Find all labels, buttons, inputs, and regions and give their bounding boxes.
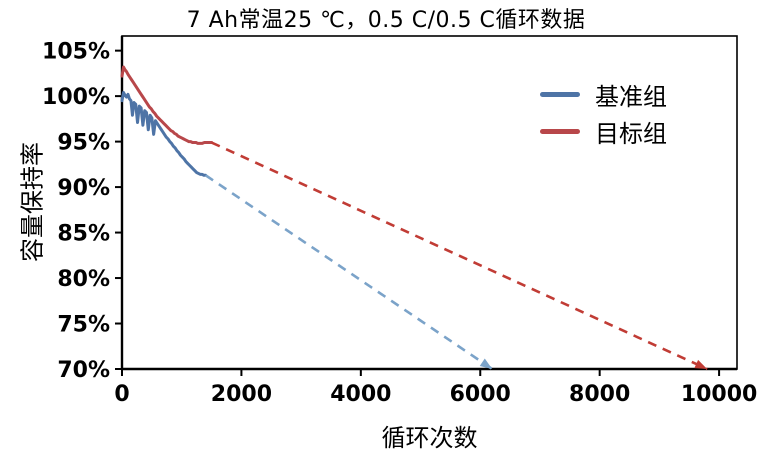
svg-text:85%: 85%	[57, 222, 110, 247]
svg-text:8000: 8000	[569, 382, 630, 407]
svg-text:90%: 90%	[57, 176, 110, 201]
svg-text:6000: 6000	[450, 382, 511, 407]
svg-text:10000: 10000	[681, 382, 758, 407]
legend-label-target: 目标组	[595, 119, 667, 148]
chart-title: 7 Ah常温25 ℃，0.5 C/0.5 C循环数据	[186, 8, 586, 33]
legend-item-baseline: 基准组	[540, 78, 667, 111]
legend-label-baseline: 基准组	[595, 82, 667, 111]
svg-text:0: 0	[114, 382, 129, 407]
svg-text:70%: 70%	[57, 358, 110, 383]
legend-item-target: 目标组	[540, 115, 667, 148]
svg-text:2000: 2000	[211, 382, 272, 407]
legend-swatch-target	[540, 128, 580, 134]
legend-swatch-baseline	[540, 91, 580, 97]
svg-text:4000: 4000	[330, 382, 391, 407]
legend: 基准组 目标组	[540, 78, 667, 148]
svg-text:105%: 105%	[42, 40, 110, 65]
svg-text:100%: 100%	[42, 85, 110, 110]
x-axis-label: 循环次数	[381, 424, 478, 452]
svg-text:95%: 95%	[57, 131, 110, 156]
svg-text:80%: 80%	[57, 267, 110, 292]
svg-text:75%: 75%	[57, 313, 110, 338]
